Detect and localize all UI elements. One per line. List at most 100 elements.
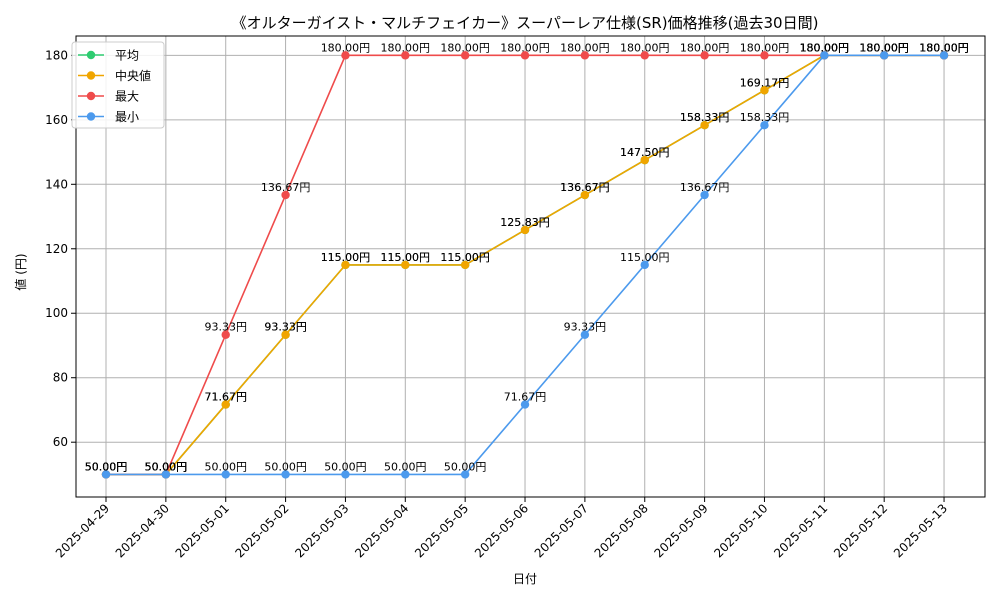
series-point <box>760 121 769 130</box>
series-point <box>460 51 470 60</box>
data-label: 93.33円 <box>264 321 307 334</box>
data-label: 50.00円 <box>324 460 367 473</box>
data-label: 93.33円 <box>204 321 247 334</box>
data-label: 50.00円 <box>145 460 188 473</box>
series-point <box>460 260 470 270</box>
data-label: 147.50円 <box>620 146 670 159</box>
data-label: 136.67円 <box>560 181 610 194</box>
series-point <box>700 121 709 130</box>
series-point <box>760 51 769 60</box>
data-label: 180.00円 <box>800 41 850 54</box>
series-point <box>281 190 290 200</box>
data-label: 136.67円 <box>560 181 610 194</box>
data-label: 180.00円 <box>800 41 850 54</box>
data-label: 115.00円 <box>381 251 431 264</box>
data-label: 158.33円 <box>740 111 790 124</box>
data-label: 50.00円 <box>145 460 188 473</box>
data-label: 115.00円 <box>440 251 490 264</box>
y-tick-label: 100 <box>45 306 68 320</box>
series-point <box>401 470 410 479</box>
data-label: 115.00円 <box>321 251 371 264</box>
data-label: 71.67円 <box>204 391 247 404</box>
series-point <box>879 51 889 60</box>
data-label: 93.33円 <box>264 321 307 334</box>
data-label: 50.00円 <box>85 460 128 473</box>
legend-marker <box>86 71 96 80</box>
data-label: 180.00円 <box>919 41 969 54</box>
series-point <box>221 470 230 479</box>
series-point <box>520 225 530 235</box>
data-label: 180.00円 <box>800 41 850 54</box>
series-point <box>520 400 530 409</box>
data-label: 50.00円 <box>85 460 128 473</box>
data-label: 169.17円 <box>740 76 790 89</box>
data-label: 136.67円 <box>680 181 730 194</box>
series-point <box>341 51 350 60</box>
series-point <box>640 260 649 270</box>
data-labels: 50.00円 50.00円 71.67円 93.33円 115.00円 115.00円 11… <box>85 41 969 473</box>
data-label: 115.00円 <box>440 251 490 264</box>
y-tick-label: 180 <box>45 48 68 62</box>
data-label: 93.33円 <box>564 321 607 334</box>
series-point <box>341 260 350 270</box>
legend-marker <box>86 50 96 60</box>
data-label: 180.00円 <box>919 41 969 54</box>
series-point <box>460 470 470 479</box>
legend-marker <box>86 91 96 101</box>
series-point <box>580 51 590 60</box>
data-label: 180.00円 <box>919 41 969 54</box>
chart-title: 《オルターガイスト・マルチフェイカー》スーパーレア仕様(SR)価格推移(過去30… <box>232 14 819 32</box>
series-point <box>760 86 769 95</box>
data-label: 50.00円 <box>85 460 128 473</box>
data-label: 115.00円 <box>381 251 431 264</box>
series-point <box>700 190 709 200</box>
data-label: 180.00円 <box>859 41 909 54</box>
data-label: 50.00円 <box>264 460 307 473</box>
series-point <box>401 260 410 270</box>
series-point <box>341 470 350 479</box>
data-label: 158.33円 <box>680 111 730 124</box>
series-point <box>580 330 590 339</box>
legend-label: 中央値 <box>115 68 151 83</box>
data-label: 158.33円 <box>680 111 730 124</box>
data-label: 50.00円 <box>145 460 188 473</box>
y-axis-label: 値 (円) <box>13 253 28 290</box>
data-label: 50.00円 <box>444 460 487 473</box>
series-point <box>281 330 290 339</box>
data-label: 71.67円 <box>204 391 247 404</box>
data-label: 180.00円 <box>800 41 850 54</box>
legend-box <box>71 41 165 129</box>
series-point <box>820 51 829 60</box>
legend-label: 最小 <box>115 110 139 124</box>
data-label: 169.17円 <box>740 76 790 89</box>
series-point <box>221 330 230 339</box>
series-point <box>161 470 171 479</box>
series-point <box>640 51 649 60</box>
data-label: 180.00円 <box>740 41 790 54</box>
data-label: 180.00円 <box>560 41 610 54</box>
data-label: 115.00円 <box>321 251 371 264</box>
data-label: 50.00円 <box>204 460 247 473</box>
data-label: 50.00円 <box>384 460 427 473</box>
data-label: 136.67円 <box>261 181 311 194</box>
series-point <box>939 51 949 60</box>
y-tick-label: 160 <box>45 113 68 127</box>
data-label: 180.00円 <box>381 41 431 54</box>
series-point <box>401 51 410 60</box>
data-label: 180.00円 <box>620 41 670 54</box>
data-label: 180.00円 <box>859 41 909 54</box>
data-label: 180.00円 <box>440 41 490 54</box>
series-point <box>520 51 530 60</box>
plot-frame <box>75 35 986 498</box>
data-label: 180.00円 <box>680 41 730 54</box>
data-label: 180.00円 <box>919 41 969 54</box>
data-label: 180.00円 <box>321 41 371 54</box>
data-label: 50.00円 <box>85 460 128 473</box>
series-point <box>221 400 230 409</box>
data-label: 180.00円 <box>500 41 550 54</box>
data-label: 180.00円 <box>859 41 909 54</box>
y-tick-label: 120 <box>45 242 68 256</box>
